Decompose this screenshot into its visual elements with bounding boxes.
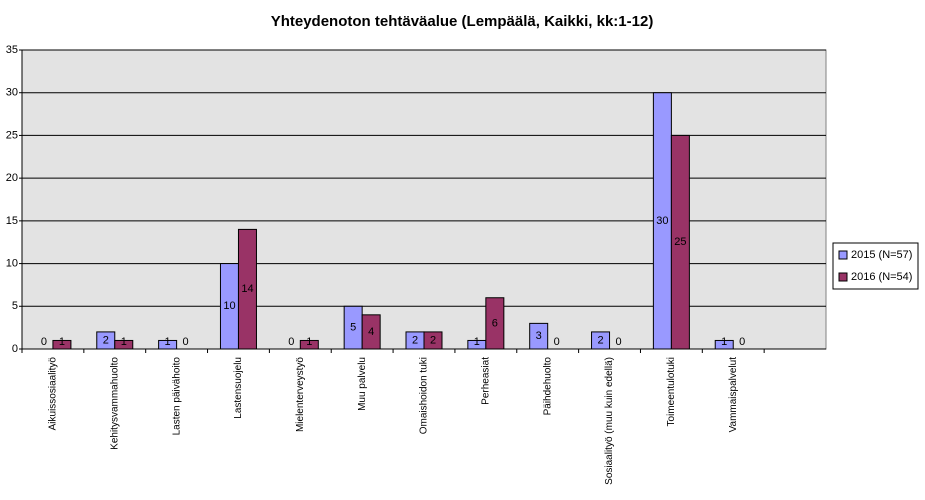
x-tick-label: Toimeentulotuki: [666, 357, 677, 426]
data-label: 30: [656, 215, 668, 227]
bar: [670, 134, 690, 350]
x-tick-label: Sosiaalityö (muu kuin edellä): [604, 357, 615, 485]
y-tick-label: 10: [6, 257, 18, 269]
data-label: 0: [183, 336, 189, 348]
plot-area: [21, 49, 827, 350]
y-tick-label: 5: [12, 300, 18, 312]
data-label: 0: [41, 336, 47, 348]
y-tick-label: 20: [6, 172, 18, 184]
data-label: 6: [492, 317, 498, 329]
x-tick-label: Mielenterveystyö: [295, 357, 306, 432]
x-tick-label: Lastensuojelu: [233, 357, 244, 419]
bar: [237, 228, 257, 350]
data-label: 1: [121, 336, 127, 348]
bar: [52, 339, 72, 350]
data-label: 2: [430, 334, 436, 346]
bar: [529, 322, 549, 350]
data-label: 14: [241, 283, 253, 295]
data-label: 2: [103, 334, 109, 346]
data-label: 1: [165, 336, 171, 348]
legend-label: 2015 (N=57): [851, 249, 912, 261]
data-label: 25: [674, 236, 686, 248]
data-label: 1: [721, 336, 727, 348]
y-tick-label: 25: [6, 129, 18, 141]
bar: [591, 331, 611, 350]
bar: [114, 339, 134, 350]
data-label: 1: [59, 336, 65, 348]
data-label: 0: [554, 336, 560, 348]
x-tick-label: Perheasiat: [480, 357, 491, 405]
data-label: 1: [474, 336, 480, 348]
data-label: 1: [306, 336, 312, 348]
legend-swatch: [838, 272, 848, 282]
y-tick-label: 35: [6, 44, 18, 56]
x-tick-label: Lasten päivähoito: [171, 357, 182, 436]
x-tick-label: Muu palvelu: [357, 357, 368, 411]
data-label: 0: [288, 336, 294, 348]
x-tick-label: Aikuissosiaalityö: [48, 357, 59, 431]
data-label: 0: [615, 336, 621, 348]
bar: [714, 339, 734, 350]
bar: [361, 314, 381, 350]
data-label: 2: [597, 334, 603, 346]
data-label: 10: [223, 300, 235, 312]
bar: [158, 339, 178, 350]
bar: [299, 339, 319, 350]
legend-swatch: [838, 250, 848, 260]
data-label: 3: [536, 330, 542, 342]
data-label: 4: [368, 326, 374, 338]
data-label: 0: [739, 336, 745, 348]
x-tick-label: Vammaispalvelut: [728, 357, 739, 433]
y-tick-label: 15: [6, 215, 18, 227]
x-tick-label: Päihdehuolto: [542, 357, 553, 416]
y-tick-label: 30: [6, 87, 18, 99]
bar: [423, 331, 443, 350]
chart-title: Yhteydenoton tehtäväalue (Lempäälä, Kaik…: [271, 13, 654, 30]
data-label: 5: [350, 322, 356, 334]
x-tick-label: Kehitysvammahuolto: [109, 357, 120, 450]
y-tick-label: 0: [12, 343, 18, 355]
bar: [485, 297, 505, 350]
legend-label: 2016 (N=54): [851, 271, 912, 283]
x-tick-label: Omaishoidon tuki: [419, 357, 430, 434]
data-label: 2: [412, 334, 418, 346]
